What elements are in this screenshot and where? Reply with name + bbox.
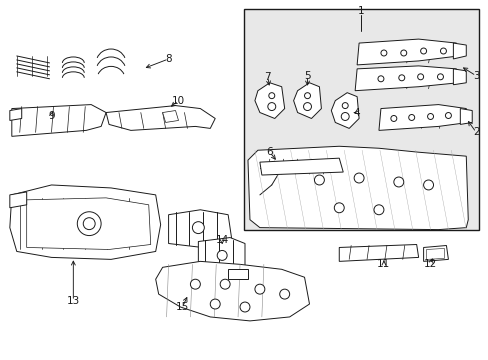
Text: 14: 14 [215, 234, 228, 244]
Circle shape [83, 218, 95, 230]
Circle shape [400, 50, 406, 56]
Polygon shape [452, 69, 466, 85]
Polygon shape [339, 244, 418, 261]
Circle shape [342, 103, 347, 109]
Text: 4: 4 [353, 108, 360, 117]
Polygon shape [106, 105, 215, 130]
Circle shape [440, 48, 446, 54]
Polygon shape [356, 39, 457, 65]
Circle shape [417, 74, 423, 80]
Polygon shape [155, 261, 309, 321]
Circle shape [380, 50, 386, 56]
Polygon shape [293, 83, 321, 118]
Polygon shape [10, 185, 161, 260]
Polygon shape [163, 111, 178, 122]
Circle shape [220, 279, 230, 289]
Text: 7: 7 [264, 72, 270, 82]
Polygon shape [27, 198, 150, 249]
Text: 15: 15 [176, 302, 189, 312]
Text: 5: 5 [304, 71, 310, 81]
Polygon shape [198, 238, 244, 271]
Polygon shape [452, 43, 466, 59]
Text: 12: 12 [423, 259, 436, 269]
Polygon shape [168, 210, 232, 247]
Circle shape [445, 113, 450, 118]
Polygon shape [423, 246, 447, 261]
Circle shape [334, 203, 344, 213]
Polygon shape [378, 105, 468, 130]
Circle shape [353, 173, 364, 183]
Circle shape [240, 302, 249, 312]
Circle shape [210, 299, 220, 309]
Polygon shape [10, 109, 21, 121]
Circle shape [437, 74, 443, 80]
Circle shape [420, 48, 426, 54]
Circle shape [390, 116, 396, 121]
Text: 6: 6 [266, 147, 273, 157]
Polygon shape [259, 158, 343, 175]
Circle shape [190, 279, 200, 289]
Circle shape [254, 284, 264, 294]
Text: 3: 3 [472, 71, 479, 81]
Circle shape [192, 222, 204, 234]
Circle shape [279, 289, 289, 299]
Polygon shape [354, 66, 457, 91]
Circle shape [304, 93, 310, 99]
Polygon shape [12, 105, 106, 136]
Circle shape [314, 175, 324, 185]
Circle shape [393, 177, 403, 187]
Circle shape [398, 75, 404, 81]
Circle shape [408, 114, 414, 121]
Circle shape [77, 212, 101, 235]
Circle shape [217, 251, 226, 260]
Polygon shape [459, 109, 471, 125]
FancyBboxPatch shape [244, 9, 478, 230]
Text: 2: 2 [472, 127, 479, 138]
Circle shape [377, 76, 383, 82]
Text: 11: 11 [377, 259, 390, 269]
Polygon shape [254, 83, 284, 118]
Polygon shape [426, 248, 444, 260]
Polygon shape [10, 192, 27, 208]
Circle shape [373, 205, 383, 215]
Circle shape [341, 113, 348, 121]
Circle shape [267, 103, 275, 111]
Text: 8: 8 [165, 54, 172, 64]
Circle shape [268, 93, 274, 99]
Text: 10: 10 [172, 96, 184, 105]
Circle shape [423, 180, 433, 190]
Text: 13: 13 [66, 296, 80, 306]
Polygon shape [247, 146, 468, 230]
Polygon shape [228, 269, 247, 279]
Polygon shape [331, 93, 358, 129]
Text: 9: 9 [48, 111, 55, 121]
Text: 1: 1 [357, 6, 364, 16]
Circle shape [427, 113, 433, 120]
Circle shape [303, 103, 311, 111]
